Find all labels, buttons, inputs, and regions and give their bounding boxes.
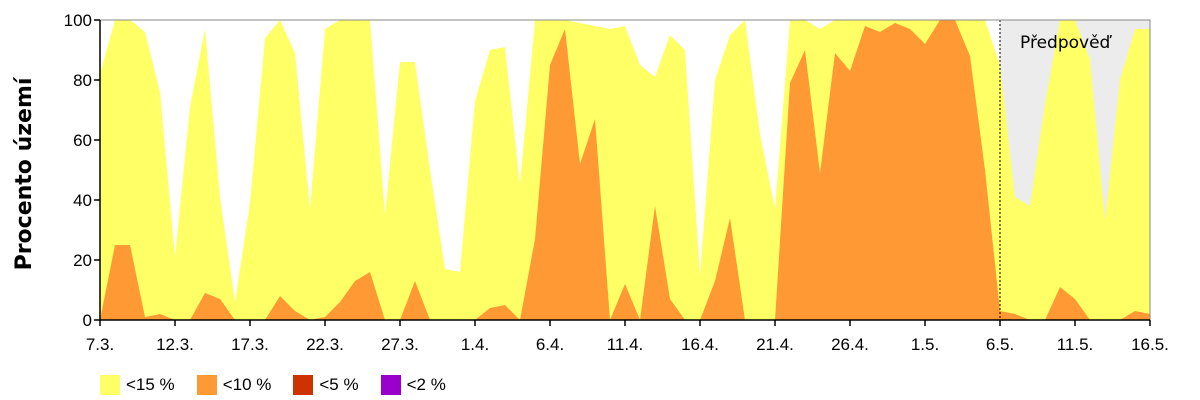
x-tick-label: 26.4. (831, 335, 869, 354)
chart-svg: Předpověď 0 20 40 60 80 100 7.3. 12.3. 17.3. 22.… (12, 11, 1169, 354)
x-tick-label: 16.5. (1131, 335, 1169, 354)
legend-swatch (380, 375, 401, 395)
x-tick-label: 1.4. (461, 335, 489, 354)
x-tick-label: 6.4. (536, 335, 564, 354)
x-tick-label: 7.3. (86, 335, 114, 354)
x-tick-label: 27.3. (381, 335, 419, 354)
legend-swatch (293, 375, 314, 395)
y-tick-label: 0 (83, 311, 92, 330)
legend-item-10: <10 % (196, 375, 272, 395)
x-tick-label: 21.4. (756, 335, 794, 354)
legend-item-5: <5 % (293, 375, 359, 395)
y-tick-label: 100 (64, 11, 92, 30)
legend-swatch (100, 375, 120, 395)
y-tick-label: 80 (73, 71, 92, 90)
legend-label: <2 % (406, 375, 446, 394)
legend-item-2: <2 % (380, 375, 446, 395)
legend-swatch (196, 375, 217, 395)
x-tick-label: 6.5. (986, 335, 1014, 354)
x-tick-label: 16.4. (681, 335, 719, 354)
legend-label: <10 % (222, 375, 272, 394)
legend: <15 % <10 % <5 % <2 % (100, 372, 468, 398)
x-tick-label: 12.3. (156, 335, 194, 354)
y-axis-label: Procento území (12, 76, 37, 270)
area-series-group (100, 20, 1150, 320)
x-tick-label: 11.5. (1057, 335, 1094, 354)
legend-item-15: <15 % (100, 375, 175, 395)
legend-label: <5 % (319, 375, 359, 394)
legend-label: <15 % (126, 375, 175, 394)
y-axis: 0 20 40 60 80 100 (64, 11, 101, 330)
area-series-10 (100, 20, 1150, 320)
y-tick-label: 20 (73, 251, 92, 270)
y-tick-label: 40 (73, 191, 92, 210)
y-tick-label: 60 (73, 131, 92, 150)
x-tick-label: 1.5. (911, 335, 939, 354)
x-axis: 7.3. 12.3. 17.3. 22.3. 27.3. 1.4. 6.4. 11.4. 16.… (86, 319, 1169, 354)
x-tick-label: 17.3. (231, 335, 269, 354)
x-tick-label: 11.4. (607, 335, 644, 354)
x-tick-label: 22.3. (306, 335, 344, 354)
forecast-label: Předpověď (1020, 33, 1113, 53)
